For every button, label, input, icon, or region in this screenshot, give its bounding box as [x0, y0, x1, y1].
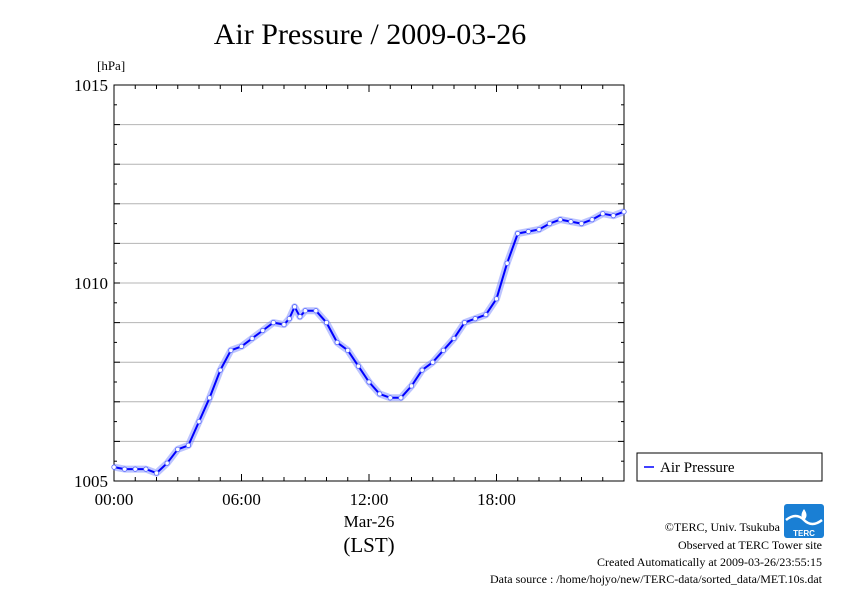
grid-lines: [114, 124, 624, 442]
data-point: [547, 221, 553, 227]
y-tick-label: 1010: [74, 274, 108, 293]
data-point: [419, 367, 425, 373]
terc-logo-drop: [801, 509, 807, 520]
data-point: [297, 314, 303, 320]
data-point: [302, 308, 308, 314]
data-point: [153, 470, 160, 476]
data-point: [345, 347, 351, 353]
y-tick-labels: 1005 1010 1015: [74, 76, 108, 491]
data-point: [196, 418, 202, 425]
data-point: [515, 230, 521, 237]
x-axis-unit: (LST): [343, 533, 394, 557]
legend: Air Pressure: [636, 452, 823, 482]
data-point: [578, 221, 585, 227]
data-point: [589, 217, 595, 223]
x-tick-label: 12:00: [350, 490, 389, 509]
data-point: [217, 367, 223, 373]
data-point: [111, 464, 117, 470]
data-point: [525, 228, 531, 235]
data-point: [249, 335, 255, 342]
created-text: Created Automatically at 2009-03-26/23:5…: [597, 555, 822, 569]
data-point: [185, 442, 191, 448]
data-point: [286, 316, 292, 322]
data-point: [451, 335, 457, 342]
data-point: [122, 466, 128, 472]
y-tick-label: 1015: [74, 76, 108, 95]
data-point: [600, 211, 606, 217]
x-axis-date-label: Mar-26: [344, 512, 395, 531]
data-point: [430, 359, 436, 365]
data-point: [504, 260, 510, 266]
data-point: [334, 339, 340, 345]
data-point: [557, 217, 563, 223]
data-point: [132, 466, 138, 472]
y-tick-label: 1005: [74, 472, 108, 491]
data-point: [323, 319, 330, 326]
data-point: [472, 316, 478, 322]
x-tick-labels: 00:00 06:00 12:00 18:00: [95, 490, 516, 509]
data-point: [175, 446, 181, 452]
tick-marks: [113, 84, 625, 482]
data-point: [164, 460, 170, 466]
data-point: [366, 379, 372, 385]
data-point: [610, 213, 616, 219]
data-point: [270, 319, 276, 326]
data-point: [440, 347, 446, 353]
y-axis-unit: [hPa]: [97, 58, 125, 73]
data-point: [377, 391, 383, 397]
data-point: [143, 466, 149, 472]
observed-text: Observed at TERC Tower site: [678, 538, 822, 552]
data-point: [398, 395, 404, 401]
data-point: [568, 219, 574, 225]
data-point: [355, 363, 361, 369]
copyright-text: ©TERC, Univ. Tsukuba: [665, 520, 781, 534]
chart-title: Air Pressure / 2009-03-26: [214, 18, 526, 51]
legend-box: [636, 452, 823, 482]
data-point: [493, 296, 500, 302]
x-tick-label: 18:00: [477, 490, 516, 509]
data-point: [387, 395, 393, 401]
series-line-halo: [113, 208, 626, 477]
data-point: [281, 321, 287, 328]
terc-logo: TERC: [784, 504, 824, 538]
data-point: [313, 308, 319, 314]
data-point: [292, 304, 298, 310]
x-tick-label: 06:00: [222, 490, 261, 509]
data-point: [238, 343, 245, 349]
data-point: [621, 209, 627, 215]
series-air-pressure: [111, 208, 627, 477]
data-point: [536, 226, 542, 233]
legend-label: Air Pressure: [660, 460, 735, 476]
x-tick-label: 00:00: [95, 490, 134, 509]
data-point: [462, 319, 468, 326]
data-point: [408, 383, 415, 389]
data-source-text: Data source : /home/hojyo/new/TERC-data/…: [490, 572, 823, 586]
terc-logo-text: TERC: [793, 529, 815, 538]
data-point: [207, 395, 213, 401]
data-point: [483, 312, 489, 318]
data-point: [260, 327, 266, 334]
data-point: [228, 347, 234, 353]
